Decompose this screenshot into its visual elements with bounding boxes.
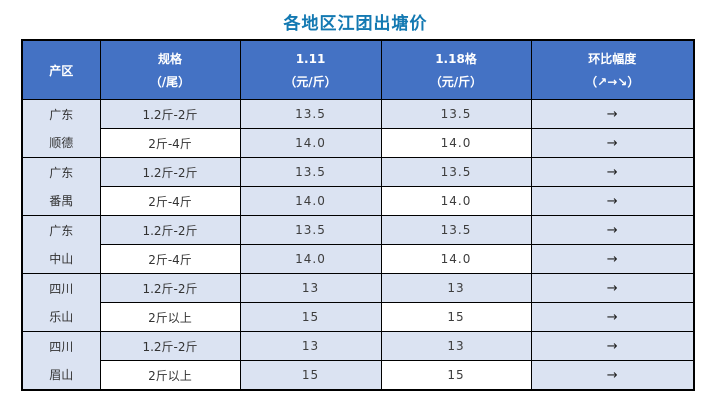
price-0111-cell: 15 — [239, 360, 382, 391]
header-region: 产区 — [21, 39, 101, 100]
region-line1: 广东 — [49, 107, 74, 122]
region-line2: 中山 — [49, 251, 74, 266]
table-row: 2斤以上 15 15 → — [22, 302, 695, 332]
spec-cell: 1.2斤-2斤 — [99, 331, 241, 361]
price-0111-cell: 14.0 — [239, 186, 382, 216]
price-0118-cell: 14.0 — [380, 244, 532, 274]
price-0118-cell: 15 — [380, 302, 532, 332]
spec-cell: 2斤以上 — [99, 302, 241, 332]
price-0111-cell: 13 — [239, 273, 382, 303]
trend-arrow: → — [530, 99, 695, 129]
trend-arrow: → — [530, 157, 695, 187]
price-0118-cell: 15 — [380, 360, 532, 391]
region-line2: 番禺 — [49, 193, 74, 208]
spec-cell: 2斤-4斤 — [99, 128, 241, 158]
table-row: 四川 乐山 1.2斤-2斤 13 13 → — [21, 273, 695, 332]
region-cell: 四川 眉山 — [21, 331, 101, 391]
table-row: 2斤-4斤 14.0 14.0 → — [22, 186, 695, 216]
header-spec: 规格 （/尾） — [99, 39, 241, 100]
spec-cell: 2斤以上 — [99, 360, 241, 391]
table-row: 2斤-4斤 14.0 14.0 → — [22, 128, 695, 158]
spec-cell: 2斤-4斤 — [99, 186, 241, 216]
header-price-0118-line1: 1.18格 — [435, 51, 477, 66]
price-0118-cell: 13.5 — [380, 215, 532, 245]
price-0111-cell: 15 — [239, 302, 382, 332]
price-0111-cell: 14.0 — [239, 128, 382, 158]
region-cell: 四川 乐山 — [21, 273, 101, 332]
price-0111-cell: 13.5 — [239, 215, 382, 245]
trend-arrow: → — [530, 215, 695, 245]
table-row: 四川 眉山 1.2斤-2斤 13 13 → — [21, 331, 695, 391]
price-0111-cell: 14.0 — [239, 244, 382, 274]
price-0111-cell: 13.5 — [239, 99, 382, 129]
header-trend-line1: 环比幅度 — [588, 51, 637, 66]
region-cell: 广东 番禺 — [21, 157, 101, 216]
trend-arrow: → — [530, 244, 695, 274]
region-cell: 广东 顺德 — [21, 99, 101, 158]
table-row: 2斤-4斤 14.0 14.0 → — [22, 244, 695, 274]
spec-cell: 1.2斤-2斤 — [99, 157, 241, 187]
region-line2: 眉山 — [49, 367, 74, 382]
price-0118-cell: 13.5 — [380, 99, 532, 129]
price-table: 产区 规格 （/尾） 1.11 （元/斤） 1.18格 （元/斤） — [21, 39, 695, 391]
spec-cell: 1.2斤-2斤 — [99, 273, 241, 303]
table-row: 2斤以上 15 15 → — [22, 360, 695, 391]
price-0111-cell: 13.5 — [239, 157, 382, 187]
header-spec-line2: （/尾） — [149, 74, 191, 89]
price-0118-cell: 14.0 — [380, 128, 532, 158]
price-0118-cell: 14.0 — [380, 186, 532, 216]
header-trend: 环比幅度 （↗→↘） — [530, 39, 695, 100]
region-cell: 广东 中山 — [21, 215, 101, 274]
trend-arrow: → — [530, 186, 695, 216]
region-line1: 广东 — [49, 223, 74, 238]
price-0118-cell: 13.5 — [380, 157, 532, 187]
spec-cell: 1.2斤-2斤 — [99, 99, 241, 129]
header-spec-line1: 规格 — [157, 51, 182, 66]
trend-arrow: → — [530, 273, 695, 303]
trend-arrow: → — [530, 360, 695, 391]
table-row: 广东 中山 1.2斤-2斤 13.5 13.5 → — [21, 215, 695, 274]
region-line2: 乐山 — [49, 309, 74, 324]
page-title: 各地区江团出塘价 — [283, 14, 428, 34]
price-0118-cell: 13 — [380, 331, 532, 361]
table-row: 广东 顺德 1.2斤-2斤 13.5 13.5 → — [21, 99, 695, 158]
header-price-0111-line2: （元/斤） — [284, 74, 337, 89]
header-trend-arrows: （↗→↘） — [585, 74, 640, 89]
header-price-0118: 1.18格 （元/斤） — [380, 39, 532, 100]
region-line1: 四川 — [49, 339, 74, 354]
header-price-0111: 1.11 （元/斤） — [239, 39, 382, 100]
spec-cell: 1.2斤-2斤 — [99, 215, 241, 245]
trend-arrow: → — [530, 128, 695, 158]
price-0118-cell: 13 — [380, 273, 532, 303]
region-line1: 四川 — [49, 281, 74, 296]
region-line1: 广东 — [49, 165, 74, 180]
table-row: 广东 番禺 1.2斤-2斤 13.5 13.5 → — [21, 157, 695, 216]
trend-arrow: → — [530, 302, 695, 332]
header-price-0111-line1: 1.11 — [295, 51, 326, 66]
spec-cell: 2斤-4斤 — [99, 244, 241, 274]
header-price-0118-line2: （元/斤） — [429, 74, 483, 89]
trend-arrow: → — [530, 331, 695, 361]
price-0111-cell: 13 — [239, 331, 382, 361]
header-row: 产区 规格 （/尾） 1.11 （元/斤） 1.18格 （元/斤） — [21, 39, 695, 100]
region-line2: 顺德 — [49, 135, 74, 150]
